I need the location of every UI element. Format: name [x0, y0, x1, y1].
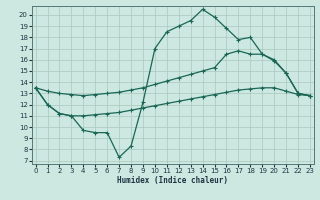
X-axis label: Humidex (Indice chaleur): Humidex (Indice chaleur) [117, 176, 228, 185]
